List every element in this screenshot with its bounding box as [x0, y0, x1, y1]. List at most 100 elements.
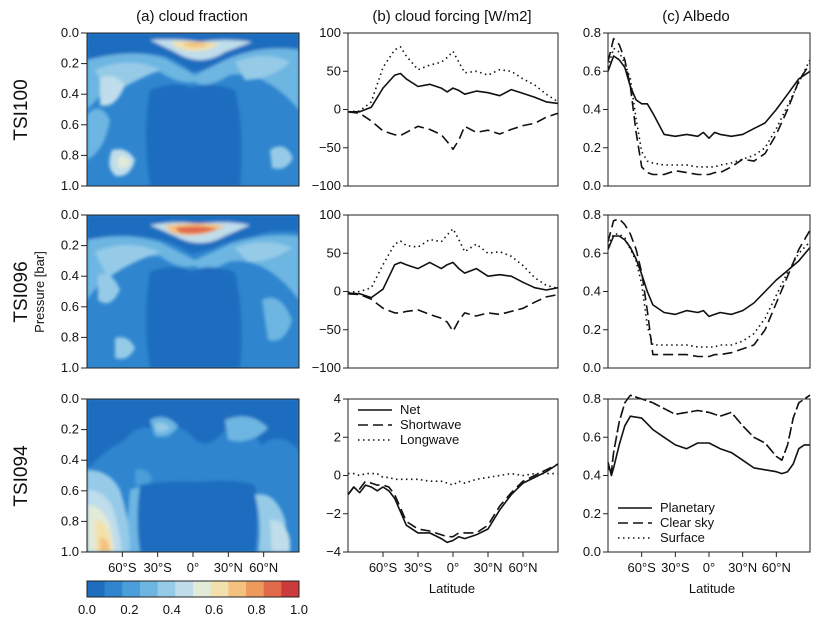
- series-line-surface: [607, 394, 811, 473]
- x-tick-label: 30°S: [661, 560, 690, 575]
- series-line-clear-sky: [607, 394, 811, 473]
- cloud-fraction-y-tick-label: 0.4: [61, 86, 79, 101]
- y-tick-label: 0: [334, 284, 341, 299]
- y-tick-label: 0.2: [583, 322, 601, 337]
- colorbar-tick-label: 1.0: [290, 602, 308, 617]
- series-line-net: [347, 463, 559, 544]
- cloud-fraction-y-tick-label: 0.6: [61, 117, 79, 132]
- series-line-net: [348, 72, 559, 113]
- legend-label: Net: [400, 402, 421, 417]
- x-tick-label: 30°N: [473, 560, 502, 575]
- y-tick-label: 50: [327, 63, 341, 78]
- colorbar-tick-label: 0.4: [163, 602, 181, 617]
- row-label-tsi100: TSI100: [11, 79, 32, 140]
- panel-frame: [347, 32, 559, 187]
- cloud-fraction-x-tick-label: 30°S: [143, 560, 172, 575]
- cloud-fraction-y-tick-label: 0.4: [61, 452, 79, 467]
- y-tick-label: 4: [334, 391, 341, 406]
- series-line-shortwave: [347, 463, 559, 538]
- y-tick-label: −50: [319, 140, 341, 155]
- series-line-surface: [607, 47, 811, 168]
- cloud-forcing-panel-tsi094: 4 2 0 −2 −4 60°S 30°S 0° 30°N 60°N: [326, 391, 559, 575]
- cloud-forcing-panel-tsi096: 100 50 0 −50 −100: [312, 207, 559, 375]
- colorbar-swatch: [193, 581, 211, 597]
- cloud-fraction-map-tsi094: [87, 399, 299, 552]
- cloud-fraction-y-tick-label: 0.0: [61, 207, 79, 222]
- series-line-clear-sky: [607, 37, 811, 176]
- y-tick-label: 0.2: [583, 506, 601, 521]
- cloud-fraction-y-tick-label: 0.8: [61, 147, 79, 162]
- legend-label: Surface: [660, 530, 705, 545]
- colorbar-swatch: [87, 581, 105, 597]
- cloud-fraction-y-tick-label: 0.8: [61, 329, 79, 344]
- y-tick-label: 0.6: [583, 63, 601, 78]
- x-tick-label: 60°N: [508, 560, 537, 575]
- cloud-fraction-y-tick-label: 0.6: [61, 299, 79, 314]
- y-tick-label: −100: [312, 178, 341, 193]
- cloud-fraction-y-tick-label: 0.2: [61, 238, 79, 253]
- forcing-xlabel: Latitude: [429, 581, 475, 596]
- y-tick-label: 0.0: [583, 544, 601, 559]
- y-tick-label: 50: [327, 245, 341, 260]
- cloud-fraction-y-tick-label: 0.2: [61, 422, 79, 437]
- albedo-panel-tsi100: 0.8 0.6 0.4 0.2 0.0: [583, 25, 811, 193]
- cloud-fraction-y-ticks: 0.0 0.2 0.4 0.6 0.8 1.0 0.0 0.2 0.4 0.6 0.8 1.0 0.0 0…: [61, 25, 87, 559]
- y-tick-label: 0.0: [583, 178, 601, 193]
- colorbar-swatch: [228, 581, 247, 597]
- x-tick-label: 30°N: [728, 560, 757, 575]
- row-label-tsi094: TSI094: [11, 445, 32, 507]
- legend-label: Shortwave: [400, 417, 461, 432]
- colorbar-swatch: [157, 581, 176, 597]
- series-line-clear-sky: [607, 218, 811, 358]
- colorbar-swatch: [263, 581, 282, 597]
- cloud-fraction-x-tick-label: 60°N: [249, 560, 278, 575]
- column-title-cloud-forcing: (b) cloud forcing [W/m2]: [372, 8, 531, 25]
- albedo-panel-tsi096: 0.8 0.6 0.4 0.2 0.0: [583, 207, 811, 375]
- y-tick-label: 0.8: [583, 207, 601, 222]
- cloud-fraction-x-tick-label: 0°: [187, 560, 199, 575]
- albedo-panel-tsi094: 0.8 0.6 0.4 0.2 0.0 60°S 30°S 0° 30°N 60°N: [583, 391, 811, 575]
- cloud-fraction-y-tick-label: 0.6: [61, 483, 79, 498]
- x-tick-label: 0°: [447, 560, 459, 575]
- column-title-albedo: (c) Albedo: [662, 8, 730, 25]
- colorbar-swatch: [281, 581, 300, 597]
- y-tick-label: 0.0: [583, 360, 601, 375]
- legend-label: Longwave: [400, 432, 459, 447]
- y-tick-label: 0.8: [583, 391, 601, 406]
- cloud-fraction-x-tick-label: 30°N: [214, 560, 243, 575]
- y-tick-label: 0.4: [583, 468, 601, 483]
- x-tick-label: 60°S: [369, 560, 398, 575]
- y-tick-label: 0: [334, 102, 341, 117]
- colorbar-swatch: [122, 581, 141, 597]
- x-tick-label: 60°N: [762, 560, 791, 575]
- y-tick-label: 0.4: [583, 284, 601, 299]
- cloud-fraction-x-ticks: 60°S 30°S 0° 30°N 60°N: [108, 552, 278, 575]
- series-line-planetary: [607, 415, 810, 477]
- y-tick-label: −2: [326, 506, 341, 521]
- x-tick-label: 0°: [703, 560, 715, 575]
- y-tick-label: 0.2: [583, 140, 601, 155]
- legend-label: Planetary: [660, 500, 715, 515]
- x-tick-label: 60°S: [627, 560, 656, 575]
- y-tick-label: −100: [312, 360, 341, 375]
- cloud-fraction-y-tick-label: 0.8: [61, 513, 79, 528]
- cloud-fraction-y-tick-label: 0.2: [61, 56, 79, 71]
- colorbar-swatch: [246, 581, 264, 597]
- pressure-axis-label: Pressure [bar]: [32, 251, 47, 333]
- y-tick-label: 0.4: [583, 102, 601, 117]
- colorbar-frame: [86, 580, 300, 598]
- series-line-planetary: [607, 235, 811, 318]
- series-line-longwave: [348, 472, 558, 486]
- line-panels: 100 50 0 −50 −100 100 50 0 −50 −100 4 2 0 −2 −4 60°S 30°…: [312, 25, 811, 575]
- cloud-fraction-y-tick-label: 1.0: [61, 178, 79, 193]
- colorbar-tick-label: 0.6: [205, 602, 223, 617]
- y-tick-label: 0: [334, 468, 341, 483]
- cloud-fraction-y-tick-label: 0.0: [61, 391, 79, 406]
- cloud-fraction-y-tick-label: 0.0: [61, 25, 79, 40]
- colorbar-tick-label: 0.2: [120, 602, 138, 617]
- series-line-surface: [607, 233, 811, 348]
- cloud-fraction-x-tick-label: 60°S: [108, 560, 137, 575]
